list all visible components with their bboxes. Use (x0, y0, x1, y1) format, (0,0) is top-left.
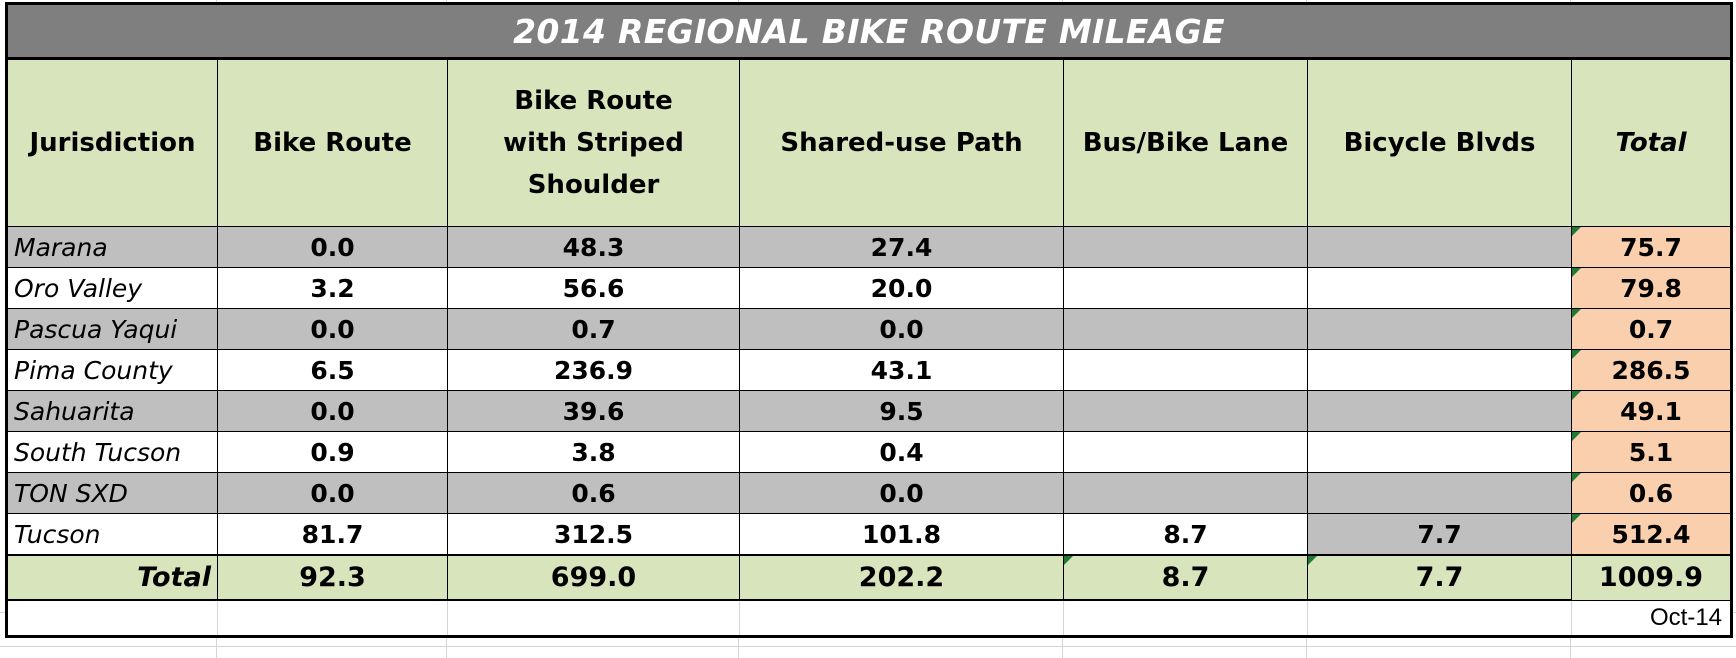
row-total-cell[interactable]: 286.5 (1570, 349, 1733, 391)
empty-cell[interactable] (6, 599, 218, 637)
shared-use-path-cell[interactable]: 0.0 (739, 472, 1064, 514)
header-shared-use-path[interactable]: Shared-use Path (739, 58, 1064, 227)
table-title[interactable]: 2014 REGIONAL BIKE ROUTE MILEAGE (5, 3, 1733, 60)
bike-route-cell[interactable]: 0.0 (217, 308, 448, 350)
bus-bike-lane-cell[interactable] (1063, 308, 1308, 350)
table-row: Pascua Yaqui 0.0 0.7 0.0 0.7 (6, 308, 1733, 350)
header-bike-route[interactable]: Bike Route (217, 58, 448, 227)
total-shared-use-path[interactable]: 202.2 (739, 554, 1064, 601)
total-striped-shoulder[interactable]: 699.0 (447, 554, 740, 601)
bicycle-blvds-cell[interactable] (1307, 349, 1572, 391)
grand-total[interactable]: 1009.9 (1570, 554, 1733, 601)
totals-label[interactable]: Total (6, 554, 218, 601)
header-jurisdiction[interactable]: Jurisdiction (6, 58, 218, 227)
jurisdiction-cell[interactable]: Marana (6, 226, 218, 268)
shared-use-path-cell[interactable]: 101.8 (739, 513, 1064, 556)
shared-use-path-cell[interactable]: 43.1 (739, 349, 1064, 391)
jurisdiction-cell[interactable]: TON SXD (6, 472, 218, 514)
shared-use-path-cell[interactable]: 9.5 (739, 390, 1064, 432)
shared-use-path-cell[interactable]: 0.4 (739, 431, 1064, 473)
striped-shoulder-cell[interactable]: 56.6 (447, 267, 740, 309)
empty-cell[interactable] (447, 599, 740, 637)
table-row: Oro Valley 3.2 56.6 20.0 79.8 (6, 267, 1733, 309)
row-total-cell[interactable]: 79.8 (1570, 267, 1733, 309)
bike-route-cell[interactable]: 0.0 (217, 390, 448, 432)
jurisdiction-cell[interactable]: Tucson (6, 513, 218, 556)
shared-use-path-cell[interactable]: 20.0 (739, 267, 1064, 309)
empty-cell[interactable] (1063, 599, 1308, 637)
date-note[interactable]: Oct-14 (1571, 600, 1732, 637)
bus-bike-lane-cell[interactable] (1063, 390, 1308, 432)
jurisdiction-cell[interactable]: Pascua Yaqui (6, 308, 218, 350)
header-total[interactable]: Total (1570, 58, 1733, 227)
table-row: Sahuarita 0.0 39.6 9.5 49.1 (6, 390, 1733, 432)
bus-bike-lane-cell[interactable] (1063, 267, 1308, 309)
shared-use-path-cell[interactable]: 27.4 (739, 226, 1064, 268)
bicycle-blvds-cell[interactable] (1307, 308, 1572, 350)
table-row: TON SXD 0.0 0.6 0.0 0.6 (6, 472, 1733, 514)
bus-bike-lane-cell[interactable] (1063, 349, 1308, 391)
bus-bike-lane-cell[interactable] (1063, 472, 1308, 514)
striped-shoulder-cell[interactable]: 39.6 (447, 390, 740, 432)
bicycle-blvds-cell[interactable]: 7.7 (1307, 513, 1572, 556)
table-row: South Tucson 0.9 3.8 0.4 5.1 (6, 431, 1733, 473)
bike-route-cell[interactable]: 0.0 (217, 226, 448, 268)
bike-route-cell[interactable]: 0.0 (217, 472, 448, 514)
striped-shoulder-cell[interactable]: 3.8 (447, 431, 740, 473)
bike-route-cell[interactable]: 3.2 (217, 267, 448, 309)
total-bike-route[interactable]: 92.3 (217, 554, 448, 601)
striped-shoulder-cell[interactable]: 0.7 (447, 308, 740, 350)
header-bus-bike-lane[interactable]: Bus/Bike Lane (1063, 58, 1308, 227)
striped-shoulder-cell[interactable]: 236.9 (447, 349, 740, 391)
empty-cell[interactable] (217, 599, 448, 637)
bus-bike-lane-cell[interactable] (1063, 226, 1308, 268)
header-striped-shoulder[interactable]: Bike Route with Striped Shoulder (447, 58, 740, 227)
row-total-cell[interactable]: 75.7 (1570, 226, 1733, 268)
total-bicycle-blvds[interactable]: 7.7 (1307, 554, 1572, 601)
date-row: Oct-14 (6, 599, 1732, 637)
bicycle-blvds-cell[interactable] (1307, 267, 1572, 309)
empty-cell[interactable] (739, 599, 1064, 637)
empty-cell[interactable] (1307, 599, 1572, 637)
striped-shoulder-cell[interactable]: 312.5 (447, 513, 740, 556)
row-total-cell[interactable]: 5.1 (1570, 431, 1733, 473)
striped-shoulder-cell[interactable]: 48.3 (447, 226, 740, 268)
bicycle-blvds-cell[interactable] (1307, 226, 1572, 268)
total-bus-bike-lane[interactable]: 8.7 (1063, 554, 1308, 601)
row-total-cell[interactable]: 0.7 (1570, 308, 1733, 350)
row-total-cell[interactable]: 49.1 (1570, 390, 1733, 432)
bike-mileage-table: 2014 REGIONAL BIKE ROUTE MILEAGE Jurisdi… (5, 2, 1734, 638)
bus-bike-lane-cell[interactable]: 8.7 (1063, 513, 1308, 556)
jurisdiction-cell[interactable]: Sahuarita (6, 390, 218, 432)
jurisdiction-cell[interactable]: Oro Valley (6, 267, 218, 309)
jurisdiction-cell[interactable]: Pima County (6, 349, 218, 391)
bike-route-cell[interactable]: 0.9 (217, 431, 448, 473)
bike-route-cell[interactable]: 81.7 (217, 513, 448, 556)
bicycle-blvds-cell[interactable] (1307, 431, 1572, 473)
table-row: Marana 0.0 48.3 27.4 75.7 (6, 226, 1733, 268)
table-row: Tucson 81.7 312.5 101.8 8.7 7.7 512.4 (6, 513, 1733, 556)
row-total-cell[interactable]: 0.6 (1570, 472, 1733, 514)
title-row: 2014 REGIONAL BIKE ROUTE MILEAGE (5, 3, 1733, 60)
bike-route-cell[interactable]: 6.5 (217, 349, 448, 391)
striped-shoulder-cell[interactable]: 0.6 (447, 472, 740, 514)
bus-bike-lane-cell[interactable] (1063, 431, 1308, 473)
header-bicycle-blvds[interactable]: Bicycle Blvds (1307, 58, 1572, 227)
bicycle-blvds-cell[interactable] (1307, 390, 1572, 432)
row-total-cell[interactable]: 512.4 (1570, 513, 1733, 556)
header-row: Jurisdiction Bike Route Bike Route with … (6, 58, 1733, 227)
bicycle-blvds-cell[interactable] (1307, 472, 1572, 514)
jurisdiction-cell[interactable]: South Tucson (6, 431, 218, 473)
table-row: Pima County 6.5 236.9 43.1 286.5 (6, 349, 1733, 391)
totals-row: Total 92.3 699.0 202.2 8.7 7.7 1009.9 (6, 554, 1733, 601)
shared-use-path-cell[interactable]: 0.0 (739, 308, 1064, 350)
